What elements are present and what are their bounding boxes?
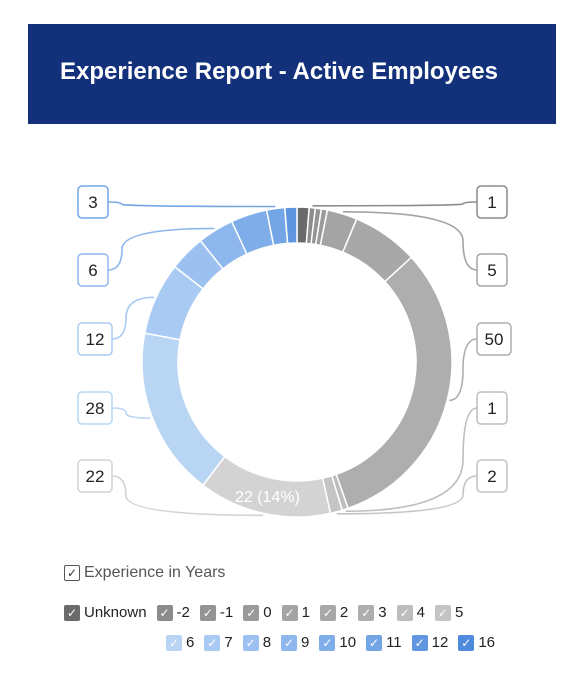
legend-item-label: 0 bbox=[263, 604, 272, 621]
callout-value-label: 22 bbox=[86, 467, 105, 486]
legend-item-7[interactable]: ✓ 7 bbox=[204, 634, 233, 651]
callout-box bbox=[77, 185, 109, 219]
callout-box bbox=[476, 322, 512, 356]
callout-box bbox=[77, 459, 113, 493]
legend-item-5[interactable]: ✓ 5 bbox=[434, 604, 464, 621]
report-header: Experience Report - Active Employees bbox=[28, 24, 556, 124]
checkbox-icon: ✓ bbox=[64, 565, 80, 581]
legend-checkbox-icon: ✓ bbox=[358, 604, 375, 621]
callout-box bbox=[77, 391, 113, 425]
legend-item-4[interactable]: ✓ 4 bbox=[396, 604, 425, 621]
callout-value-label: 1 bbox=[487, 399, 496, 418]
legend-checkbox-icon: ✓ bbox=[281, 634, 298, 651]
donut-slice-3[interactable] bbox=[335, 256, 453, 510]
legend-item--2[interactable]: ✓ -2 bbox=[156, 604, 190, 621]
callout-connector bbox=[111, 296, 154, 340]
callout-value-label: 3 bbox=[88, 193, 97, 212]
callout-box bbox=[476, 391, 508, 425]
legend-item-label: 2 bbox=[339, 604, 349, 621]
legend-item-9[interactable]: ✓ 9 bbox=[281, 634, 309, 651]
legend-item-10[interactable]: ✓ 10 bbox=[319, 634, 356, 651]
legend-item-label: -1 bbox=[219, 604, 234, 621]
legend-item-12[interactable]: ✓ 12 bbox=[411, 634, 449, 651]
legend-item-6[interactable]: ✓ 6 bbox=[166, 634, 194, 651]
legend-checkbox-icon: ✓ bbox=[396, 604, 413, 621]
legend-checkbox-icon: ✓ bbox=[434, 604, 451, 621]
legend-item-3[interactable]: ✓ 3 bbox=[358, 604, 387, 621]
legend-checkbox-icon: ✓ bbox=[281, 604, 298, 621]
callout-connector bbox=[449, 338, 478, 402]
donut-slice-6[interactable] bbox=[201, 455, 332, 518]
legend-checkbox-icon: ✓ bbox=[319, 604, 336, 621]
legend-checkbox-icon: ✓ bbox=[458, 634, 475, 651]
callout-value-label: 6 bbox=[88, 261, 97, 280]
legend-checkbox-icon: ✓ bbox=[243, 604, 260, 621]
legend-item-0[interactable]: ✓ 0 bbox=[243, 604, 272, 621]
callout-connector bbox=[107, 227, 215, 271]
legend-item-8[interactable]: ✓ 8 bbox=[242, 634, 272, 651]
callout-value-label: 1 bbox=[487, 193, 496, 212]
legend-checkbox-icon: ✓ bbox=[366, 634, 383, 651]
legend-checkbox-icon: ✓ bbox=[411, 634, 428, 651]
legend-checkbox-icon: ✓ bbox=[64, 604, 80, 621]
legend-item-label: 12 bbox=[431, 634, 449, 651]
callout-box bbox=[476, 459, 508, 493]
legend-checkbox-icon: ✓ bbox=[319, 634, 336, 651]
legend-checkbox-icon: ✓ bbox=[166, 634, 182, 651]
legend-item-label: 3 bbox=[378, 604, 387, 621]
callout-box bbox=[77, 253, 109, 287]
legend-item-label: 16 bbox=[478, 634, 496, 651]
callout-connector bbox=[312, 201, 478, 207]
page-title: Experience Report - Active Employees bbox=[60, 58, 498, 85]
callout-box bbox=[476, 185, 508, 219]
callout-connector bbox=[342, 211, 478, 271]
callout-value-label: 28 bbox=[86, 399, 105, 418]
legend-checkbox-icon: ✓ bbox=[199, 604, 216, 621]
callout-connector bbox=[345, 407, 478, 513]
legend-item-label: 7 bbox=[224, 634, 233, 651]
callout-box bbox=[476, 253, 508, 287]
legend-item-label: 8 bbox=[262, 634, 272, 651]
legend-checkbox-icon: ✓ bbox=[156, 604, 173, 621]
donut-slice-16[interactable] bbox=[283, 206, 298, 245]
legend-item--1[interactable]: ✓ -1 bbox=[199, 604, 234, 621]
legend-item-1[interactable]: ✓ 1 bbox=[281, 604, 310, 621]
legend-item-11[interactable]: ✓ 11 bbox=[366, 634, 402, 651]
callout-value-label: 12 bbox=[86, 330, 105, 349]
legend-checkbox-icon: ✓ bbox=[204, 634, 221, 651]
legend-item-16[interactable]: ✓ 16 bbox=[458, 634, 495, 651]
legend-item-label: -2 bbox=[176, 604, 190, 621]
legend-item-label: 11 bbox=[386, 634, 402, 651]
callout-value-label: 5 bbox=[487, 261, 496, 280]
callout-connector bbox=[107, 201, 276, 208]
legend-item-2[interactable]: ✓ 2 bbox=[319, 604, 349, 621]
callout-value-label: 2 bbox=[487, 467, 496, 486]
legend-item-label: Unknown bbox=[84, 604, 147, 621]
legend-checkbox-icon: ✓ bbox=[242, 634, 259, 651]
callout-value-label: 50 bbox=[485, 330, 504, 349]
callout-connector bbox=[111, 407, 151, 419]
callout-connector bbox=[336, 475, 478, 515]
legend-item-label: 10 bbox=[339, 634, 357, 651]
legend-row: ✓ 6 ✓ 7 ✓ 8 ✓ 9 ✓ 10 ✓ 11 ✓ 12 ✓ 16 bbox=[166, 634, 495, 651]
donut-slice-7[interactable] bbox=[141, 332, 226, 487]
legend-title-label: Experience in Years bbox=[84, 564, 226, 581]
legend-title-toggle[interactable]: ✓ Experience in Years bbox=[64, 564, 225, 582]
legend-item-label: 1 bbox=[301, 604, 310, 621]
callout-box bbox=[77, 322, 113, 356]
legend-item-label: 9 bbox=[301, 634, 310, 651]
legend-item-Unknown[interactable]: ✓ Unknown bbox=[64, 604, 147, 621]
legend-item-label: 4 bbox=[416, 604, 425, 621]
legend-item-label: 6 bbox=[186, 634, 195, 651]
callout-connector bbox=[111, 475, 264, 517]
legend-row: ✓ Unknown ✓ -2 ✓ -1 ✓ 0 ✓ 1 ✓ 2 ✓ 3 ✓ 4 ✓ 5 bbox=[64, 604, 463, 621]
slice-data-label: 22 (14%) bbox=[235, 489, 300, 506]
legend-item-label: 5 bbox=[454, 604, 464, 621]
